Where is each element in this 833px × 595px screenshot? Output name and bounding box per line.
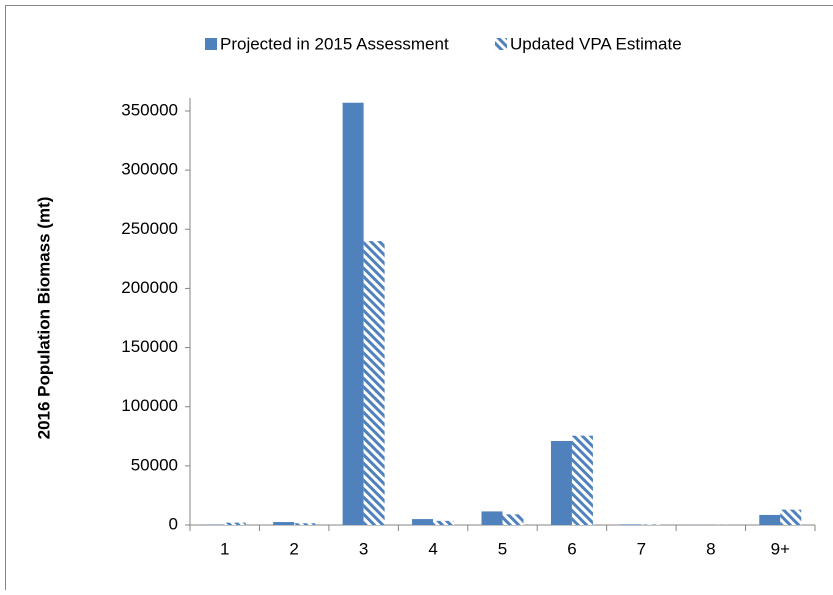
y-axis-label: 2016 Population Biomass (mt): [34, 197, 53, 440]
bar: [412, 519, 433, 525]
x-tick-label: 2: [289, 539, 298, 558]
y-tick-label: 300000: [121, 160, 178, 179]
bar: [503, 514, 524, 525]
bar: [551, 441, 572, 525]
y-tick-label: 350000: [121, 100, 178, 119]
y-tick-label: 250000: [121, 219, 178, 238]
y-tick-label: 100000: [121, 396, 178, 415]
bar: [572, 436, 593, 525]
x-tick-label: 3: [359, 539, 368, 558]
x-tick-label: 1: [220, 539, 229, 558]
bar: [225, 523, 246, 525]
legend-swatch: [205, 38, 217, 50]
x-tick-label: 9+: [771, 539, 790, 558]
bar: [620, 524, 641, 525]
bar: [364, 241, 385, 525]
legend-label: Projected in 2015 Assessment: [220, 34, 449, 53]
bar: [343, 103, 364, 525]
y-tick-label: 0: [169, 514, 178, 533]
bar: [759, 515, 780, 525]
bar: [294, 523, 315, 525]
x-tick-label: 6: [567, 539, 576, 558]
legend-label: Updated VPA Estimate: [510, 34, 682, 53]
x-tick-label: 8: [706, 539, 715, 558]
bar: [273, 522, 294, 525]
legend-swatch: [495, 38, 507, 50]
bar: [482, 511, 503, 525]
chart-border: [6, 6, 833, 591]
bar: [780, 510, 801, 525]
y-tick-label: 150000: [121, 337, 178, 356]
y-tick-label: 50000: [131, 455, 178, 474]
y-tick-label: 200000: [121, 278, 178, 297]
bar: [433, 521, 454, 525]
x-tick-label: 7: [637, 539, 646, 558]
x-tick-label: 4: [428, 539, 437, 558]
x-tick-label: 5: [498, 539, 507, 558]
